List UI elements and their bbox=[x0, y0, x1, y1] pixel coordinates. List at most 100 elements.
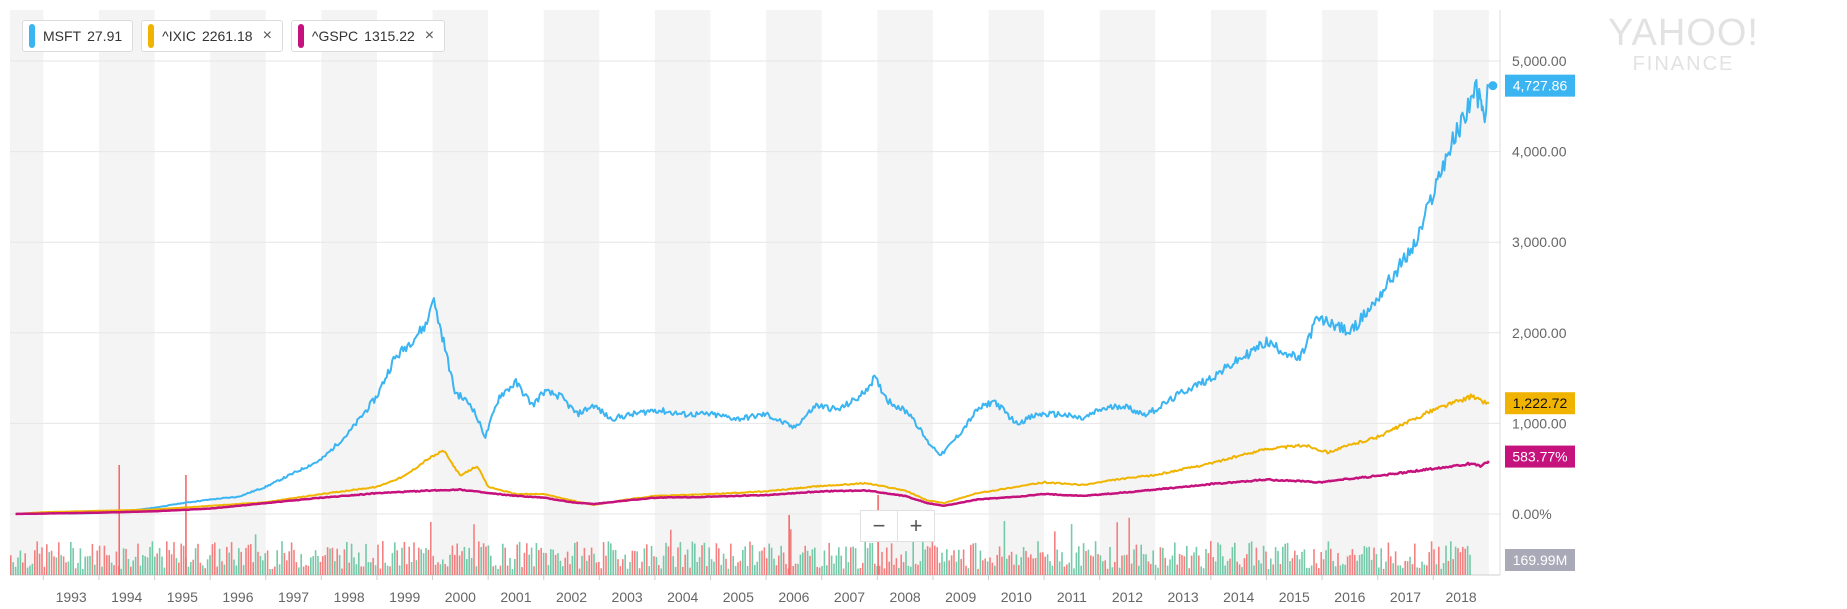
close-icon[interactable]: × bbox=[424, 27, 435, 44]
volume-bar bbox=[58, 542, 60, 575]
volume-bar bbox=[1022, 547, 1025, 575]
volume-bar bbox=[1111, 567, 1114, 575]
volume-bar bbox=[790, 529, 792, 575]
volume-bar bbox=[662, 555, 665, 575]
volume-bar bbox=[1373, 547, 1375, 575]
volume-bar bbox=[821, 565, 823, 575]
volume-bar bbox=[792, 565, 794, 575]
volume-bar bbox=[70, 541, 72, 575]
volume-bar bbox=[1406, 561, 1409, 575]
volume-bar bbox=[1027, 557, 1030, 575]
volume-bar bbox=[1188, 568, 1190, 575]
volume-bar bbox=[965, 565, 967, 575]
volume-bar bbox=[1349, 555, 1351, 575]
volume-bar bbox=[1303, 549, 1306, 575]
year-band bbox=[877, 10, 933, 575]
volume-bar bbox=[742, 549, 744, 575]
volume-bar bbox=[262, 560, 264, 575]
volume-bar bbox=[574, 542, 576, 575]
volume-bar bbox=[396, 550, 398, 575]
volume-bar bbox=[578, 568, 581, 575]
volume-bar bbox=[871, 542, 874, 575]
x-tick-label: 2002 bbox=[556, 589, 587, 605]
volume-bar bbox=[1267, 568, 1270, 575]
volume-bar bbox=[610, 543, 612, 575]
volume-bar bbox=[1234, 542, 1236, 575]
volume-bar bbox=[917, 564, 919, 575]
end-label-msft: 4,727.86 bbox=[1513, 78, 1568, 94]
volume-bar bbox=[970, 544, 972, 575]
volume-bar bbox=[665, 542, 667, 575]
year-band bbox=[543, 10, 600, 575]
volume-bars bbox=[10, 465, 1471, 575]
year-band bbox=[988, 10, 1045, 575]
volume-bar bbox=[1032, 558, 1034, 575]
volume-bar bbox=[533, 566, 535, 575]
volume-bar bbox=[1334, 566, 1337, 575]
volume-bar bbox=[170, 554, 173, 575]
volume-bar bbox=[1116, 522, 1118, 575]
volume-bar bbox=[564, 557, 566, 575]
volume-bar bbox=[1104, 560, 1106, 575]
year-bands bbox=[10, 10, 1489, 575]
volume-bar bbox=[1342, 563, 1344, 575]
volume-bar bbox=[1466, 545, 1469, 575]
volume-bar bbox=[499, 565, 502, 575]
volume-bar bbox=[1248, 543, 1250, 575]
volume-bar bbox=[199, 562, 202, 575]
volume-bar bbox=[173, 542, 175, 575]
volume-bar bbox=[110, 562, 113, 575]
volume-bar bbox=[494, 565, 497, 575]
volume-bar bbox=[84, 556, 86, 575]
y-tick-label: 1,000.00 bbox=[1512, 415, 1567, 431]
volume-bar bbox=[876, 565, 878, 575]
x-tick-label: 2009 bbox=[945, 589, 976, 605]
volume-bar bbox=[1229, 558, 1231, 575]
volume-bar bbox=[713, 561, 715, 575]
volume-bar bbox=[142, 555, 144, 575]
volume-bar bbox=[1044, 556, 1046, 575]
volume-bar bbox=[550, 549, 552, 575]
volume-bar bbox=[26, 567, 29, 575]
volume-bar bbox=[475, 566, 478, 575]
volume-bar bbox=[691, 541, 694, 575]
volume-bar bbox=[1296, 554, 1298, 575]
volume-bar bbox=[715, 543, 718, 575]
volume-bar bbox=[384, 562, 386, 575]
volume-bar bbox=[401, 547, 403, 575]
volume-bar bbox=[883, 568, 886, 575]
volume-bar bbox=[259, 556, 262, 575]
legend-item-ixic[interactable]: ^IXIC 2261.18 × bbox=[141, 20, 283, 52]
volume-bar bbox=[1058, 561, 1061, 575]
y-tick-label: 4,000.00 bbox=[1512, 144, 1567, 160]
volume-bar bbox=[766, 558, 768, 575]
volume-bar bbox=[1166, 565, 1169, 575]
end-label-ixic-bg bbox=[1505, 392, 1575, 415]
volume-bar bbox=[446, 566, 449, 575]
volume-bar bbox=[511, 568, 514, 575]
volume-bar bbox=[814, 547, 816, 575]
zoom-in-button[interactable]: + bbox=[897, 511, 934, 541]
series-line bbox=[15, 460, 1490, 516]
legend-swatch bbox=[29, 24, 35, 48]
volume-bar bbox=[893, 564, 895, 575]
close-icon[interactable]: × bbox=[262, 27, 272, 44]
volume-bar bbox=[828, 542, 830, 575]
volume-bar bbox=[238, 548, 240, 575]
volume-bar bbox=[24, 553, 26, 575]
volume-bar bbox=[955, 561, 958, 575]
volume-bar bbox=[780, 545, 782, 575]
volume-bar bbox=[1210, 541, 1212, 575]
volume-bar bbox=[1222, 556, 1224, 575]
volume-bar bbox=[847, 562, 850, 575]
legend-item-gspc[interactable]: ^GSPC 1315.22 × bbox=[290, 20, 446, 52]
volume-bar bbox=[425, 547, 427, 575]
legend-item-msft[interactable]: MSFT 27.91 bbox=[22, 20, 134, 52]
volume-bar bbox=[972, 543, 974, 575]
volume-bar bbox=[1322, 559, 1325, 575]
zoom-out-button[interactable]: − bbox=[872, 513, 886, 538]
volume-bar bbox=[1181, 555, 1183, 575]
volume-bar bbox=[182, 545, 185, 575]
volume-bar bbox=[1270, 558, 1272, 575]
volume-bar bbox=[449, 554, 451, 575]
